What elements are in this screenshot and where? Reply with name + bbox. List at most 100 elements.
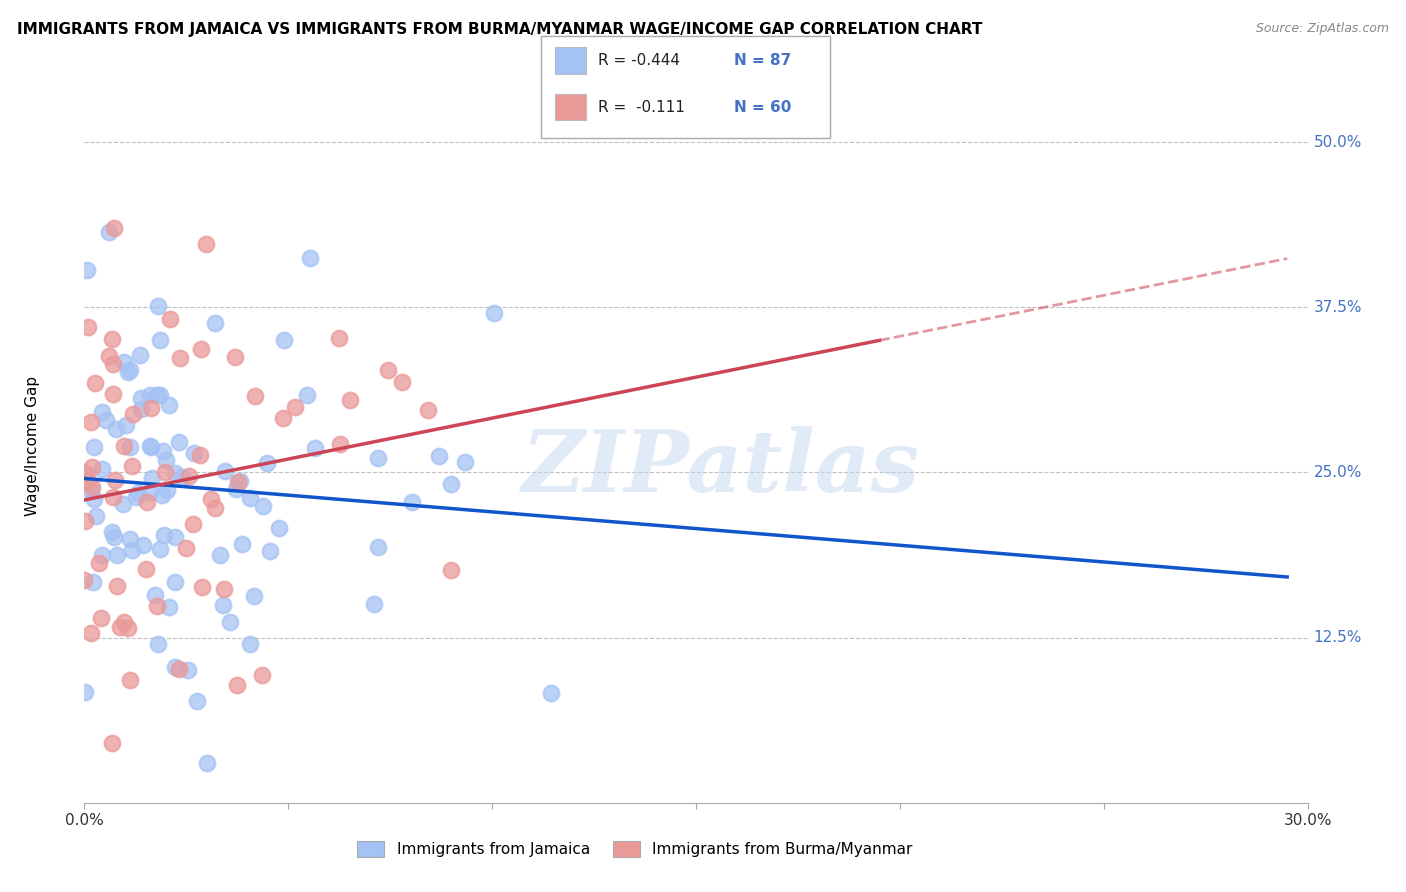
Point	[231, 537, 253, 551]
Point	[132, 538, 155, 552]
Point	[250, 668, 273, 682]
Text: N = 60: N = 60	[734, 100, 792, 114]
Point	[273, 333, 295, 347]
Point	[135, 562, 157, 576]
Point	[194, 237, 217, 252]
Point	[117, 621, 139, 635]
Point	[148, 333, 170, 347]
Point	[239, 491, 262, 505]
Point	[167, 435, 190, 450]
Point	[89, 557, 111, 571]
Point	[120, 440, 142, 454]
Point	[101, 387, 124, 401]
Point	[90, 611, 112, 625]
Point	[157, 599, 180, 614]
Point	[103, 473, 125, 487]
Point	[204, 501, 226, 516]
Point	[163, 660, 186, 674]
Point	[90, 404, 112, 418]
Point	[156, 483, 179, 498]
Point	[190, 343, 212, 357]
Point	[112, 439, 135, 453]
Point	[83, 491, 105, 506]
Point	[143, 588, 166, 602]
Point	[82, 574, 104, 589]
Point	[77, 320, 100, 334]
Point	[125, 490, 148, 504]
Point	[271, 410, 294, 425]
Text: 25.0%: 25.0%	[1313, 465, 1362, 480]
Point	[212, 599, 235, 613]
Point	[139, 401, 162, 415]
Point	[377, 363, 399, 377]
Point	[226, 475, 249, 489]
Point	[101, 736, 124, 750]
Point	[101, 525, 124, 540]
Point	[139, 388, 162, 402]
Point	[146, 388, 169, 402]
Point	[367, 540, 389, 554]
Point	[111, 497, 134, 511]
Point	[208, 549, 231, 563]
Point	[329, 436, 352, 450]
Point	[141, 471, 163, 485]
Point	[328, 331, 350, 345]
Point	[129, 402, 152, 417]
Point	[118, 673, 141, 688]
Point	[79, 415, 101, 429]
Point	[75, 514, 97, 528]
Point	[401, 495, 423, 509]
Point	[105, 548, 128, 562]
Point	[284, 400, 307, 414]
Point	[267, 521, 290, 535]
Point	[225, 483, 247, 497]
Point	[159, 311, 181, 326]
Point	[80, 625, 103, 640]
Point	[112, 355, 135, 369]
Text: R = -0.444: R = -0.444	[598, 54, 679, 68]
Text: IMMIGRANTS FROM JAMAICA VS IMMIGRANTS FROM BURMA/MYANMAR WAGE/INCOME GAP CORRELA: IMMIGRANTS FROM JAMAICA VS IMMIGRANTS FR…	[17, 22, 983, 37]
Point	[454, 455, 477, 469]
Point	[440, 563, 463, 577]
Point	[73, 685, 96, 699]
Point	[90, 549, 112, 563]
Point	[243, 389, 266, 403]
Point	[391, 376, 413, 390]
Point	[239, 636, 262, 650]
Point	[155, 465, 177, 479]
Point	[252, 500, 274, 514]
Text: 50.0%: 50.0%	[1313, 135, 1362, 150]
Point	[141, 440, 163, 454]
Point	[152, 443, 174, 458]
Point	[256, 456, 278, 470]
Text: 12.5%: 12.5%	[1313, 630, 1362, 645]
Point	[304, 441, 326, 455]
Point	[219, 615, 242, 629]
Point	[103, 490, 125, 504]
Point	[98, 349, 121, 363]
Point	[229, 474, 252, 488]
Point	[138, 439, 160, 453]
Text: Source: ZipAtlas.com: Source: ZipAtlas.com	[1256, 22, 1389, 36]
Point	[163, 530, 186, 544]
Point	[112, 615, 135, 629]
Text: N = 87: N = 87	[734, 54, 792, 68]
Point	[177, 663, 200, 677]
Point	[177, 469, 200, 483]
Point	[183, 446, 205, 460]
Point	[76, 262, 98, 277]
Point	[243, 589, 266, 603]
Point	[190, 448, 212, 462]
Point	[149, 541, 172, 556]
Point	[163, 467, 186, 481]
Point	[197, 756, 219, 770]
Point	[174, 541, 197, 556]
Point	[146, 299, 169, 313]
Point	[339, 393, 361, 408]
Point	[91, 462, 114, 476]
Point	[127, 485, 149, 500]
Point	[149, 388, 172, 402]
Point	[103, 530, 125, 544]
Point	[204, 317, 226, 331]
Point	[146, 637, 169, 651]
